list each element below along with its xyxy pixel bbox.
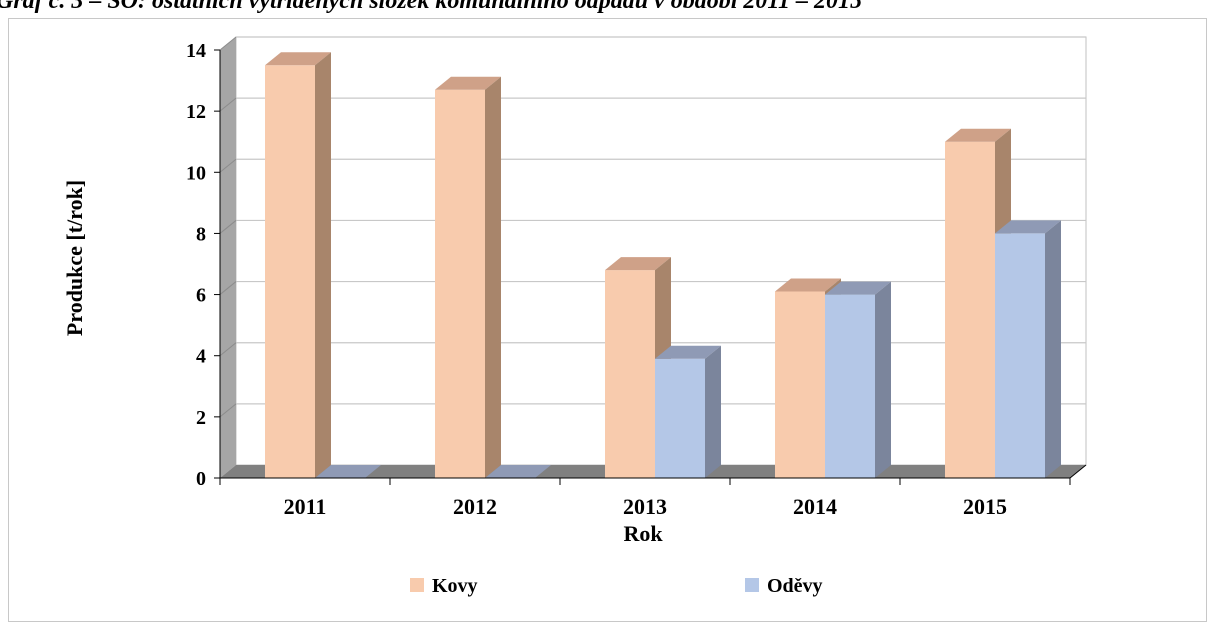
x-tick-label: 2011 [284, 494, 327, 519]
axes: 0 2 4 6 8 10 12 14 2011 2012 2013 2014 2015 [186, 40, 1087, 519]
side-gridline [219, 158, 237, 173]
legend-swatch [745, 578, 759, 592]
side-wall [220, 37, 236, 478]
legend-item-kovy: Kovy [410, 575, 478, 597]
y-tick-label: 12 [186, 101, 206, 123]
y-axis-title: Produkce [t/rok] [62, 180, 87, 336]
bar-front [605, 270, 655, 478]
y-tick-label: 0 [196, 468, 206, 490]
bar-top [315, 465, 381, 478]
side-gridline [219, 403, 237, 418]
side-gridline [219, 220, 237, 234]
bar-top [995, 220, 1061, 234]
bar-top [265, 52, 331, 66]
bar-top [435, 76, 501, 90]
y-tick-label: 4 [196, 346, 206, 368]
x-tick-label: 2014 [793, 494, 837, 519]
x-axis-depth [1069, 464, 1087, 479]
bar-front [435, 89, 485, 478]
bar-front [655, 358, 705, 478]
bar-side [1045, 220, 1061, 478]
bar-front [945, 141, 995, 478]
y-tick-label: 8 [196, 223, 206, 245]
bar-oděvy-2013 [655, 345, 721, 478]
bar-top [945, 128, 1011, 142]
bar-side [485, 76, 501, 478]
side-gridline [219, 342, 237, 357]
y-tick-label: 6 [196, 285, 206, 307]
legend-item-oděvy: Oděvy [745, 575, 823, 597]
bar-oděvy-2014 [825, 281, 891, 478]
legend-label: Oděvy [767, 575, 823, 597]
side-gridline [219, 281, 237, 295]
bar-side [705, 345, 721, 478]
bar-oděvy-2015 [995, 220, 1061, 478]
x-tick-label: 2013 [623, 494, 667, 519]
bar-top [605, 257, 671, 271]
y-tick-label: 10 [186, 162, 206, 184]
bar-side [875, 281, 891, 478]
bar-kovy-2012 [435, 76, 501, 478]
legend: Kovy Oděvy [410, 575, 823, 597]
chart-frame [8, 18, 1207, 622]
side-gridline [219, 97, 237, 112]
bar-oděvy-2012 [485, 465, 551, 478]
bar-top [655, 345, 721, 359]
x-axis-title: Rok [623, 521, 663, 546]
x-tick-label: 2012 [453, 494, 497, 519]
legend-swatch [410, 578, 424, 592]
bar-kovy-2011 [265, 52, 331, 479]
bar-top [485, 465, 551, 478]
y-tick-label: 2 [196, 407, 206, 429]
bar-top [775, 278, 841, 292]
bars [265, 52, 1061, 479]
chart-caption: Graf č. 3 – SO: ostatních vytříděných sl… [0, 0, 863, 14]
bar-top [825, 281, 891, 295]
bar-front [995, 233, 1045, 478]
bar-front [265, 65, 315, 479]
side-gridline [219, 36, 237, 51]
legend-label: Kovy [432, 575, 478, 597]
bar-front [825, 294, 875, 478]
x-tick-label: 2015 [963, 494, 1007, 519]
bar-front [775, 291, 825, 478]
bar-side [315, 52, 331, 479]
y-tick-label: 14 [186, 40, 206, 62]
bar-oděvy-2011 [315, 465, 381, 478]
